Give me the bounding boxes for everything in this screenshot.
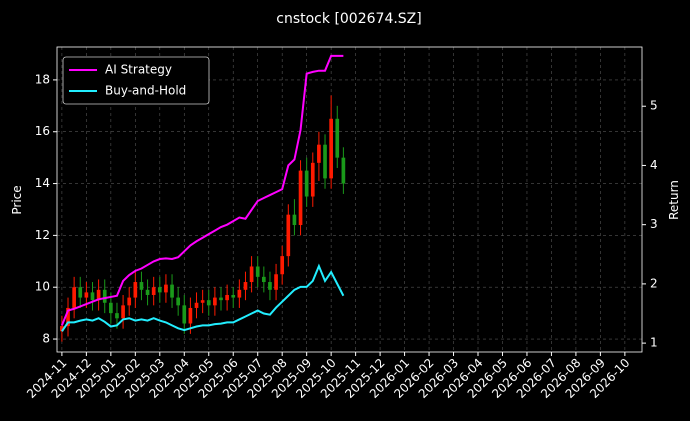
y2-tick-label: 1 <box>650 336 658 350</box>
y2-tick-label: 2 <box>650 276 658 290</box>
candle-body <box>109 302 113 314</box>
candle-body <box>329 118 333 179</box>
candle-body <box>194 302 199 308</box>
candle-body <box>249 266 254 283</box>
candle-body <box>121 305 125 319</box>
y2-tick-label: 3 <box>650 217 658 231</box>
candle-body <box>310 162 315 197</box>
candle-body <box>182 305 187 324</box>
y-tick-label: 8 <box>42 332 50 346</box>
y-tick-label: 14 <box>35 176 50 190</box>
y-tick-label: 12 <box>35 228 50 242</box>
candle-body <box>96 289 101 301</box>
candle-body <box>102 289 107 303</box>
candle-body <box>335 118 340 158</box>
candle-body <box>243 282 248 290</box>
candle-body <box>231 294 236 298</box>
chart-title: cnstock [002674.SZ] <box>276 11 421 27</box>
candle-body <box>115 313 119 319</box>
candle-body <box>164 284 168 293</box>
candle-body <box>261 276 266 283</box>
y2-tick-label: 4 <box>650 158 658 172</box>
candle-body <box>274 274 278 290</box>
candle-body <box>225 294 229 301</box>
candle-body <box>213 297 217 306</box>
candle-body <box>280 256 285 275</box>
candle-body <box>170 284 174 298</box>
candle-body <box>292 214 297 226</box>
candle-body <box>60 326 64 332</box>
candle-body <box>323 144 327 179</box>
line-series <box>60 54 344 326</box>
candle-body <box>90 292 95 301</box>
y2-tick-label: 5 <box>650 99 658 113</box>
candle-body <box>176 297 180 306</box>
candle-body <box>145 289 150 295</box>
candle-body <box>66 307 70 327</box>
candle-body <box>157 287 162 293</box>
y-tick-label: 18 <box>35 72 50 86</box>
candle-body <box>84 292 89 298</box>
candle-body <box>317 144 321 163</box>
candle-body <box>206 300 211 306</box>
legend-label: Buy-and-Hold <box>105 84 186 98</box>
candle-body <box>72 287 76 308</box>
candle-body <box>298 170 303 226</box>
y-axis-label: Price <box>10 185 24 214</box>
candle-body <box>237 289 242 298</box>
y-tick-label: 10 <box>35 280 50 294</box>
candle-body <box>255 266 260 277</box>
candle-body <box>188 307 193 324</box>
legend-label: AI Strategy <box>105 63 172 77</box>
plot-frame <box>56 46 643 353</box>
candle-body <box>304 170 309 197</box>
candle-body <box>200 300 205 303</box>
candle-body <box>219 297 223 301</box>
y-tick-label: 16 <box>35 124 50 138</box>
y2-axis-label: Return <box>667 180 681 220</box>
legend-box <box>62 56 210 105</box>
candle-body <box>341 157 346 184</box>
candle-body <box>78 287 83 298</box>
candle-body <box>151 287 156 295</box>
candle-body <box>127 297 132 306</box>
candle-body <box>139 282 144 290</box>
candle-body <box>133 282 138 298</box>
line-series <box>61 263 345 332</box>
candle-body <box>268 282 272 290</box>
legend: AI Strategy Buy-and-Hold <box>62 56 210 105</box>
candle-body <box>286 214 291 257</box>
